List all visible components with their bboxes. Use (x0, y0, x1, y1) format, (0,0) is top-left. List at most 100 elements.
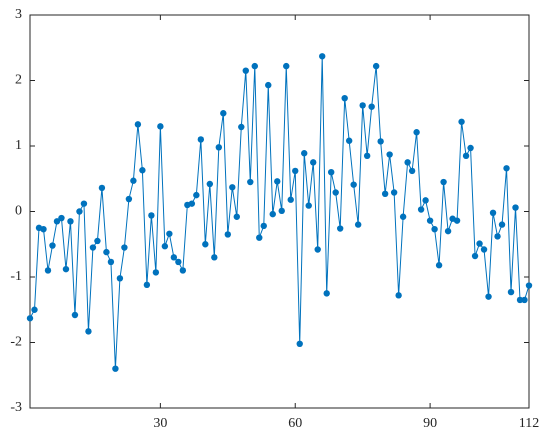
point (49, 242, 56, 249)
point (121, 244, 128, 251)
point (390, 189, 398, 196)
point (301, 150, 308, 157)
point (247, 178, 254, 186)
point (139, 167, 146, 174)
point (76, 208, 83, 215)
point (224, 231, 232, 238)
point (485, 293, 492, 300)
point (274, 178, 281, 185)
point (85, 328, 92, 335)
point (372, 62, 380, 70)
point (233, 213, 240, 220)
point (80, 200, 88, 207)
x-tick-label: 60 (288, 416, 302, 431)
point (471, 252, 479, 260)
point (314, 246, 321, 253)
point (130, 177, 137, 184)
point (426, 217, 434, 224)
point (345, 137, 353, 144)
point (319, 53, 326, 60)
point (498, 221, 506, 228)
point (175, 258, 182, 266)
point (399, 213, 407, 220)
point (395, 292, 402, 299)
y-tick-label: 1 (15, 138, 22, 153)
point (278, 207, 285, 215)
point (386, 151, 393, 158)
point (516, 296, 524, 304)
point (368, 103, 375, 110)
point (350, 181, 357, 188)
point (211, 254, 218, 261)
point (503, 165, 510, 172)
point (480, 246, 488, 253)
point (453, 217, 461, 224)
y-tick-label: -2 (10, 335, 22, 350)
x-tick-label: 112 (519, 416, 539, 431)
point (467, 144, 474, 152)
point (422, 197, 429, 204)
point (377, 138, 384, 145)
point (494, 233, 501, 240)
point (166, 230, 173, 237)
point (229, 184, 236, 191)
point (26, 315, 34, 322)
point (58, 214, 65, 222)
y-tick-label: -1 (10, 269, 22, 284)
point (179, 267, 187, 274)
point (476, 240, 483, 247)
y-tick-label: 0 (15, 204, 22, 219)
point (525, 282, 533, 289)
point (310, 159, 317, 166)
point (98, 184, 106, 192)
point (134, 121, 142, 128)
point (89, 244, 97, 251)
point (332, 189, 339, 196)
point (292, 167, 299, 175)
point (107, 258, 115, 266)
point (40, 225, 47, 233)
point (363, 152, 371, 160)
point (202, 241, 209, 248)
point (31, 306, 38, 313)
point (265, 81, 272, 89)
point (170, 254, 178, 261)
point (521, 296, 528, 304)
point (62, 265, 70, 273)
point (67, 218, 74, 225)
series-line (29, 56, 530, 369)
point (489, 209, 497, 217)
point (269, 210, 276, 218)
point (435, 262, 443, 269)
point (381, 190, 389, 198)
point (440, 178, 447, 186)
point (161, 243, 169, 250)
point (327, 169, 335, 176)
point (94, 237, 101, 245)
point (413, 129, 420, 136)
point (242, 67, 249, 74)
point (148, 212, 155, 219)
point (125, 195, 133, 203)
point (305, 202, 312, 209)
point (238, 123, 245, 131)
point (215, 144, 223, 151)
point (152, 269, 160, 276)
y-tick-label: -3 (10, 400, 22, 415)
y-tick-label: 3 (15, 7, 22, 22)
point (323, 290, 330, 297)
point (112, 365, 119, 372)
point (417, 206, 425, 213)
point (143, 281, 151, 289)
point (336, 225, 344, 232)
point (287, 196, 294, 203)
point (462, 152, 470, 160)
point (197, 136, 205, 143)
point (116, 275, 124, 282)
point (296, 340, 303, 348)
point (220, 110, 227, 117)
point (341, 94, 348, 102)
point (256, 234, 263, 241)
